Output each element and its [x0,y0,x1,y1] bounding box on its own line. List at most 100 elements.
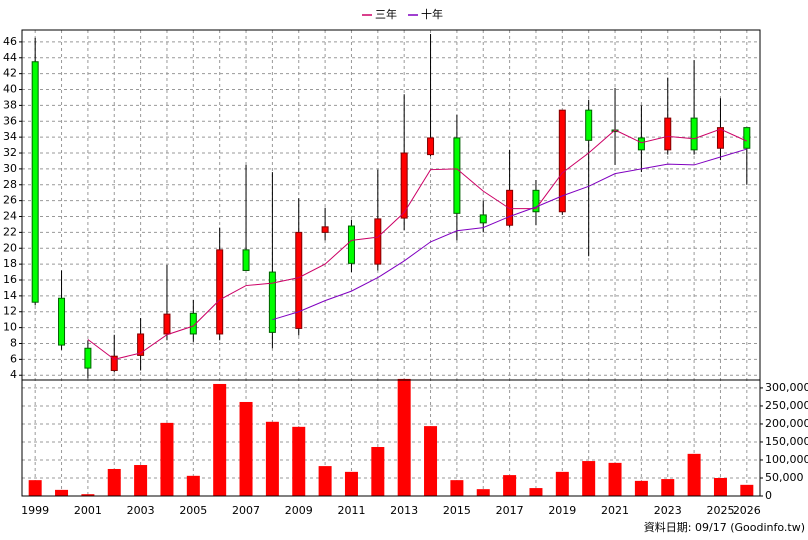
y-tick-label: 42 [3,67,17,80]
volume-bar [213,383,227,496]
volume-bar [55,489,69,496]
volume-bar [81,494,95,496]
candle-body [216,249,224,335]
volume-bar [555,471,569,496]
x-tick-label: 2001 [74,504,102,517]
legend-label: 十年 [421,7,443,21]
y2-tick-label: 250,000 [765,399,808,412]
y-tick-label: 4 [10,368,17,381]
candle-body [321,226,329,233]
volume-bar [740,484,754,496]
candle-body [400,152,408,219]
y-tick-label: 10 [3,321,17,334]
candle-body [585,109,593,141]
volume-bar [424,426,438,496]
y-tick-label: 8 [10,336,17,349]
candle-body [743,127,751,149]
x-tick-label: 2021 [601,504,629,517]
volume-bar [634,480,648,496]
y-tick-label: 32 [3,146,17,159]
candle-body [137,333,145,356]
candle-body [374,218,382,265]
plot-frame [21,29,761,497]
ma-line [272,148,747,321]
y2-tick-label: 150,000 [765,435,808,448]
volume-bar [344,471,358,496]
y-tick-label: 40 [3,83,17,96]
candle-body [558,109,566,213]
volume-bar [371,447,385,496]
candle-body [453,137,461,214]
y-tick-label: 18 [3,257,17,270]
volume-bar [713,477,727,496]
x-tick-label: 2025 [706,504,734,517]
volume-bar [503,475,517,496]
volume-bar [582,461,596,496]
y-tick-label: 6 [10,352,17,365]
candle-body [716,127,724,149]
volume-bar [397,378,411,496]
candle-body [347,225,355,264]
x-tick-label: 2017 [496,504,524,517]
candle-body [242,249,250,271]
y-tick-label: 46 [3,35,17,48]
y-tick-label: 30 [3,162,17,175]
volume-bar [476,489,490,496]
volume-bar [661,479,675,496]
volume-bar [28,480,42,496]
x-tick-label: 2023 [654,504,682,517]
candle-body [295,231,303,329]
candle-body [532,189,540,213]
y2-tick-label: 0 [765,489,772,502]
volume-bar [107,468,121,496]
volume-bar [687,453,701,496]
candle-body [58,297,66,346]
y-tick-label: 16 [3,273,17,286]
x-tick-label: 2015 [443,504,471,517]
y2-tick-label: 100,000 [765,453,808,466]
volume-bar [608,462,622,496]
x-tick-label: 2026 [733,504,761,517]
volume-bar [318,466,332,496]
y-tick-label: 34 [3,130,17,143]
candle-body [690,117,698,151]
volume-bar [450,480,464,496]
x-tick-label: 2011 [337,504,365,517]
candle-body [479,214,487,224]
y-tick-label: 28 [3,178,17,191]
volume-bar [186,475,200,496]
y-tick-label: 20 [3,241,17,254]
x-tick-label: 2007 [232,504,260,517]
volume-bar [239,401,253,496]
candle-body [664,117,672,151]
y-tick-label: 38 [3,98,17,111]
x-tick-label: 1999 [21,504,49,517]
candle-body [31,61,39,303]
y2-tick-label: 300,000 [765,381,808,394]
y-tick-label: 44 [3,51,17,64]
y2-tick-label: 200,000 [765,417,808,430]
volume-bar [265,421,279,496]
volume-bar [134,465,148,496]
candle-body [506,189,514,226]
y2-tick-label: 50,000 [765,471,804,484]
y-tick-label: 14 [3,289,17,302]
x-tick-label: 2009 [285,504,313,517]
legend-label: 三年 [375,7,397,21]
candle-body [637,137,645,151]
volume-bar [292,426,306,496]
volume-bar [529,488,543,496]
candle-body [163,313,171,335]
footer-note: 資料日期: 09/17 (Goodinfo.tw) [644,520,805,534]
y-tick-label: 12 [3,305,17,318]
y-tick-label: 22 [3,225,17,238]
candle-body [84,347,92,369]
y-tick-label: 26 [3,194,17,207]
ma-line [87,128,748,360]
volume-bar [160,422,174,496]
y-tick-label: 36 [3,114,17,127]
candle-body [110,355,118,371]
x-tick-label: 2005 [179,504,207,517]
candle-body [427,137,435,156]
